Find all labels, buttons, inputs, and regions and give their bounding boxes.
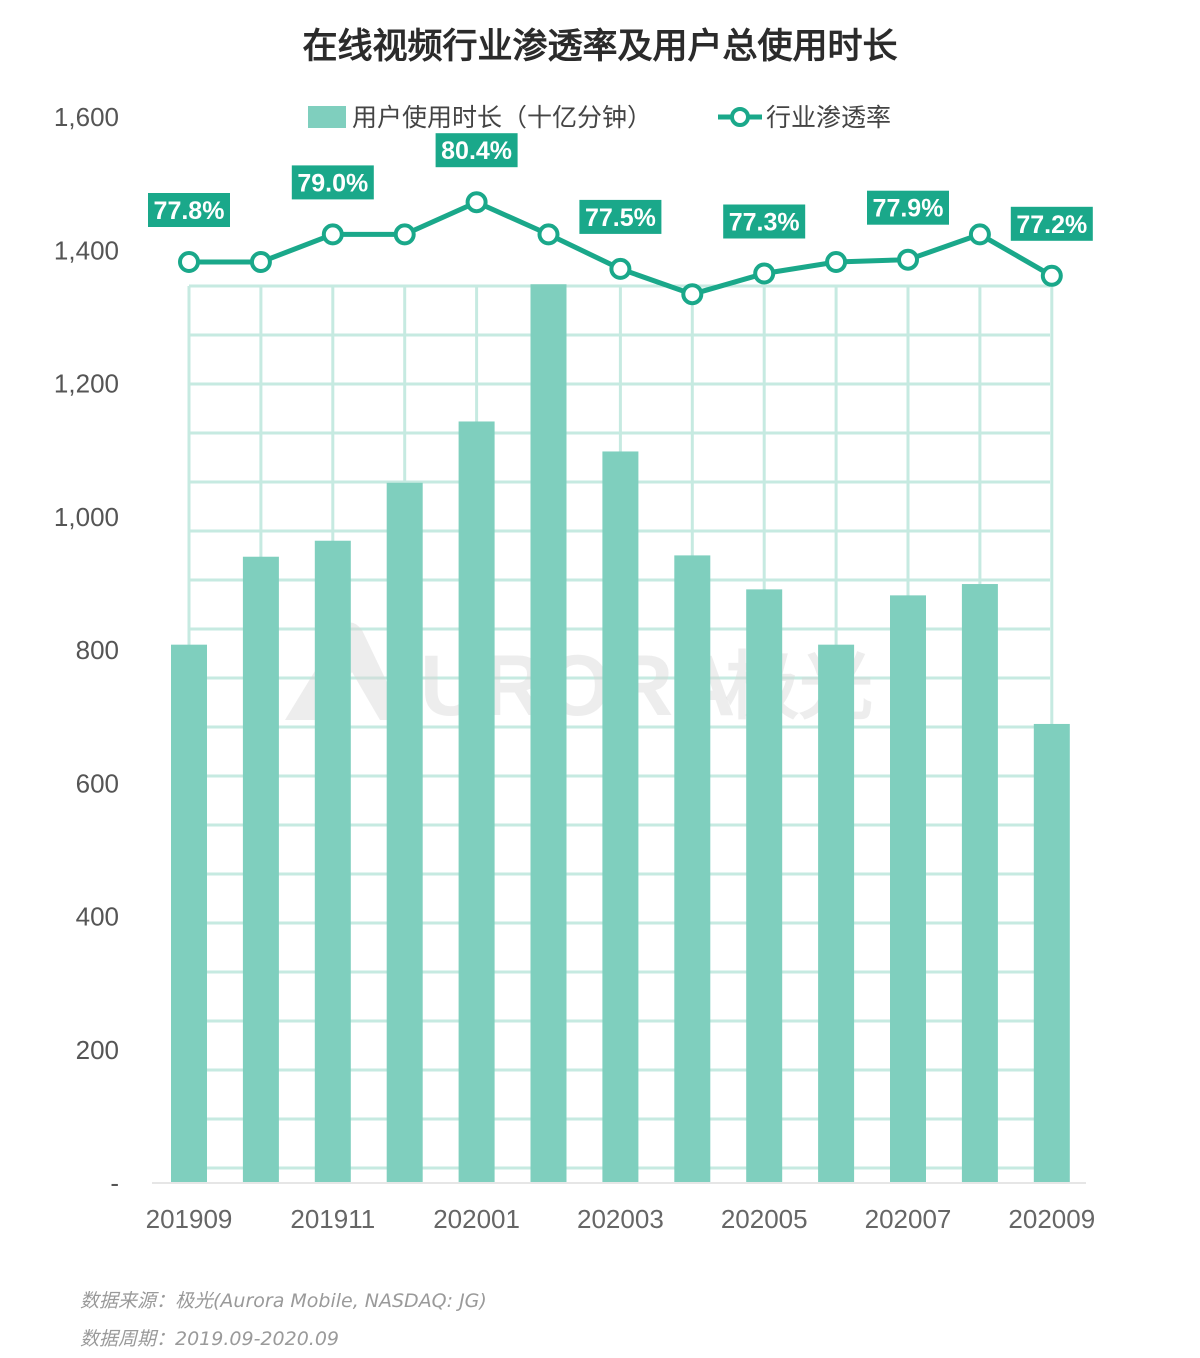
x-tick-label: 202009 [1008,1204,1095,1234]
legend-bar-label: 用户使用时长（十亿分钟） [352,103,652,132]
bar [314,540,351,1183]
y-tick-label: 1,200 [54,369,119,399]
y-tick-label: 400 [76,902,119,932]
legend-line-label: 行业渗透率 [766,103,891,132]
footer: 数据来源：极光(Aurora Mobile, NASDAQ: JG) 数据周期：… [80,1282,487,1358]
bar [674,555,711,1183]
data-label: 77.2% [1016,211,1087,239]
line-point [609,257,632,280]
bar [458,421,495,1183]
data-label: 79.0% [297,169,368,197]
data-label: 77.9% [873,195,944,223]
source-note: 数据来源：极光(Aurora Mobile, NASDAQ: JG) [80,1290,487,1312]
legend-bar-swatch [308,106,346,128]
y-tick-label: 1,000 [54,502,119,532]
x-tick-label: 202005 [721,1204,808,1234]
y-tick-label: 200 [76,1035,119,1065]
data-label-box [435,133,518,168]
bar [1033,723,1070,1183]
data-label-box [867,190,949,225]
line-point [465,191,488,214]
data-label: 77.8% [154,197,225,225]
line-point [393,223,416,246]
chart: URORA 极光 77.8%79.0%80.4%77.5% 77.3% 77.9%7… [54,102,1096,1234]
x-tick-label: 201911 [290,1204,375,1234]
y-tick-label: - [110,1168,119,1198]
line-point [1040,264,1063,287]
y-tick-label: 1,600 [54,102,119,132]
period-note: 数据周期：2019.09-2020.09 [80,1328,339,1350]
line-point [753,262,776,285]
line-point [681,283,704,306]
x-tick-label: 202007 [865,1204,952,1234]
line-point [897,248,919,271]
legend: 用户使用时长（十亿分钟） 行业渗透率 [308,103,891,132]
bar [171,644,207,1183]
data-label: 80.4% [441,137,512,165]
bar [961,584,998,1183]
y-axis: - 200 400 600 800 1,000 1,200 1,400 1,600 [54,102,119,1198]
watermark: URORA 极光 [285,622,873,734]
bar [890,595,926,1183]
x-axis: 201909 201911 202001 202003 202005 202007 2020… [146,1204,1096,1234]
line-point [537,223,560,246]
line-series: 77.8% 79.0% 80.4% 77.5% 77.3% 77.9% 77.2% [148,133,1093,306]
y-tick-label: 1,400 [54,235,119,265]
line-point [178,251,200,273]
x-tick-label: 202001 [433,1204,520,1234]
bar [530,284,567,1183]
bar [818,644,855,1183]
bar-series [152,284,1086,1184]
data-label-box [291,165,374,200]
data-label-box [1010,206,1093,241]
chart-title: 在线视频行业渗透率及用户总使用时长 [302,27,898,67]
line-point [968,223,991,246]
bar [746,589,783,1183]
line-point [249,251,272,273]
x-tick-label: 201909 [146,1204,233,1234]
line-point [825,251,848,273]
y-tick-label: 800 [76,635,119,665]
bar [602,451,639,1183]
x-tick-label: 202003 [577,1204,664,1234]
y-tick-label: 600 [76,768,119,798]
legend-line-marker [730,107,750,127]
data-label-box [723,204,806,239]
data-label: 77.3% [729,209,800,237]
data-label: 77.5% [585,204,656,232]
bar [242,556,279,1183]
data-label-box [579,199,662,234]
line-point [321,223,344,246]
data-label-box [148,193,230,227]
bar [386,482,423,1183]
